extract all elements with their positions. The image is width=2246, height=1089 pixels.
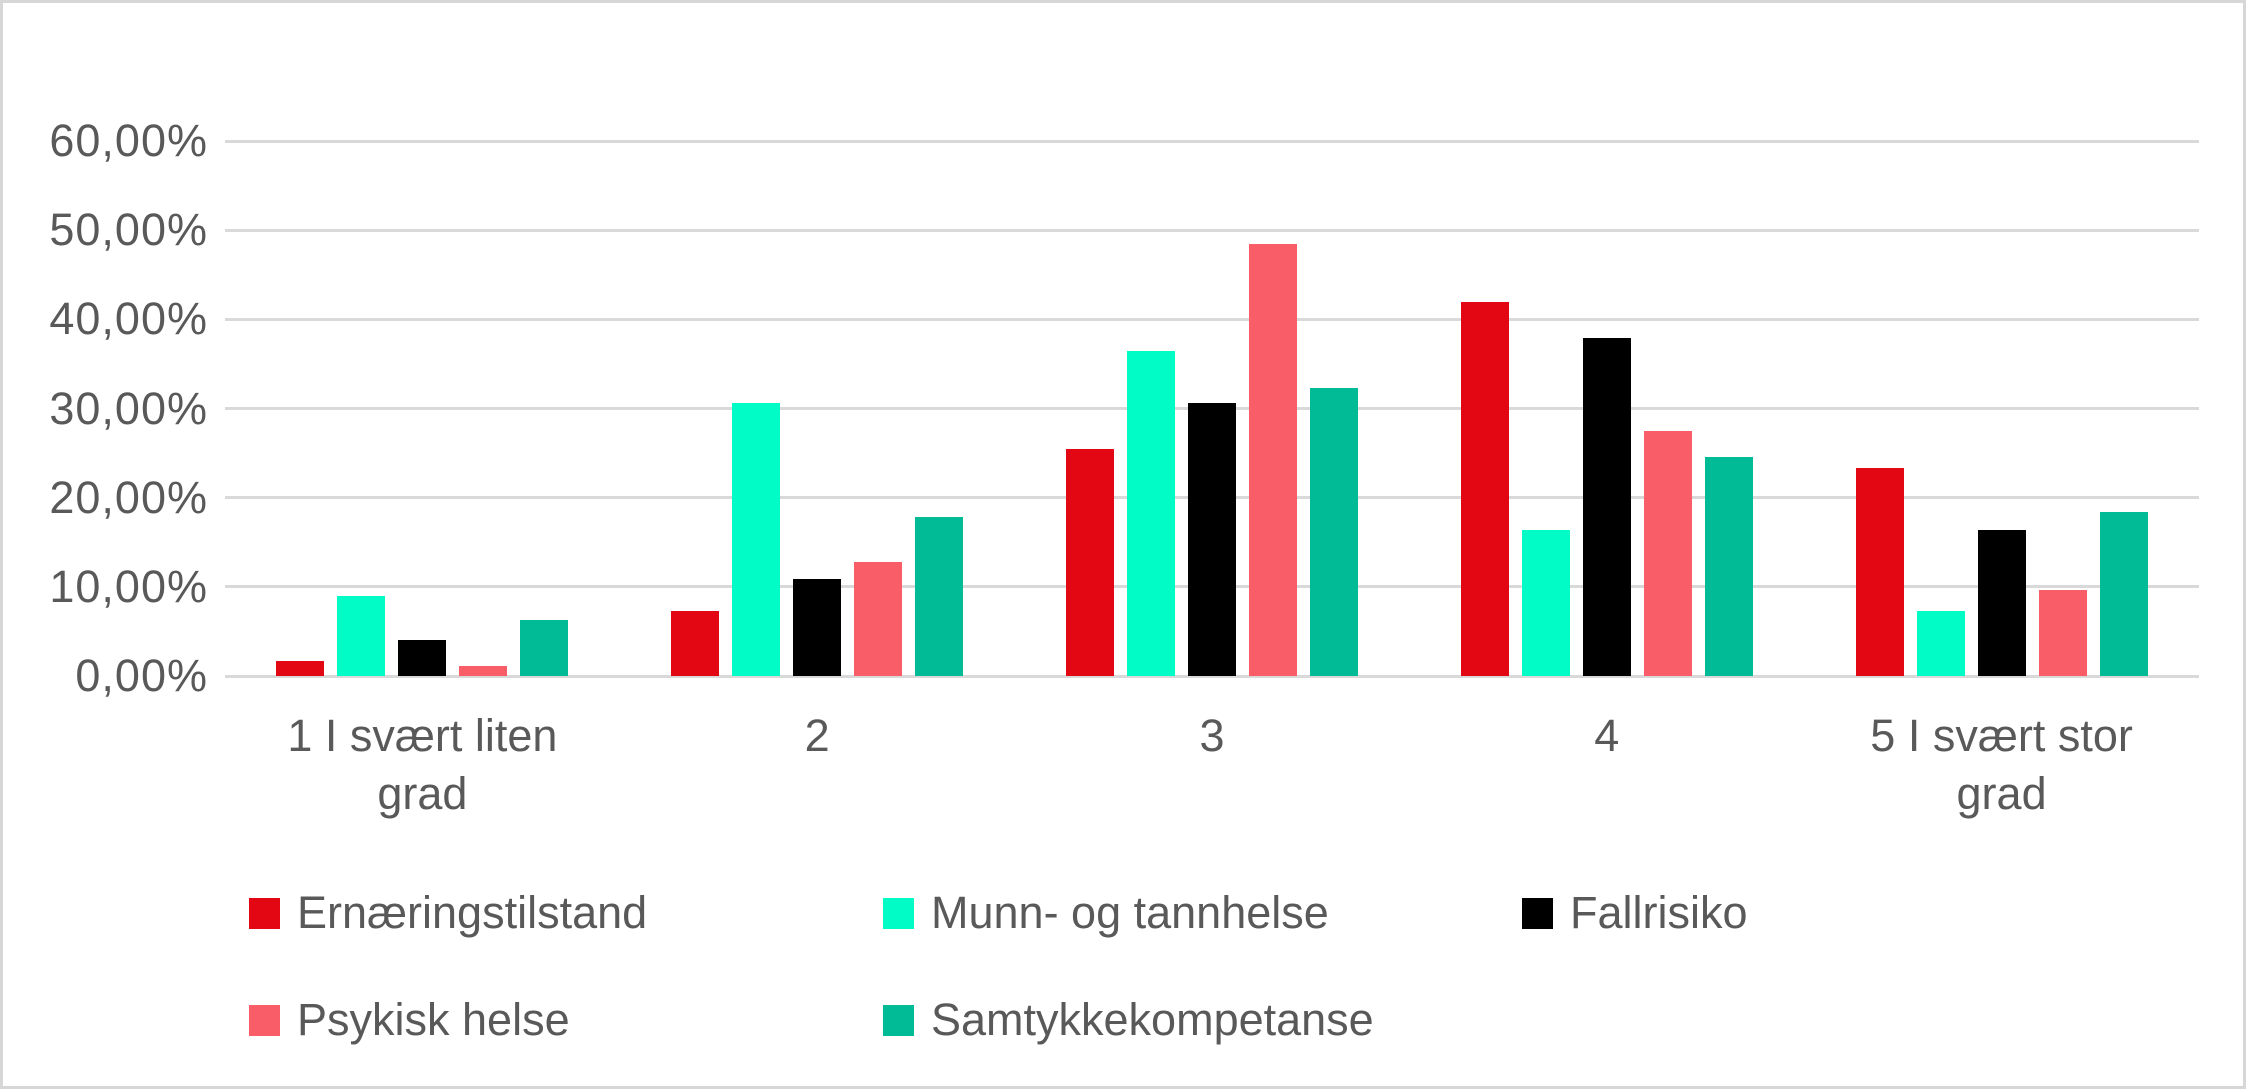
bar-fallrisiko-5: [1977, 529, 2026, 676]
x-category-label-3: 3: [1015, 707, 1410, 765]
legend-item-psykisk-helse: Psykisk helse: [249, 994, 883, 1046]
bar-munn-og-tannhelse-2: [732, 403, 781, 676]
x-category-label-text: 3: [1199, 710, 1225, 761]
x-axis-line: [225, 674, 2199, 678]
bar-group-4: [1409, 141, 1804, 676]
gridline: [225, 317, 2199, 321]
bar-psykisk-helse-2: [854, 561, 903, 676]
legend-item-ern-ringstilstand: Ernæringstilstand: [249, 887, 883, 939]
bar-munn-og-tannhelse-1: [337, 595, 386, 676]
bar-ern-ringstilstand-2: [671, 610, 720, 676]
bar-samtykkekompetanse-4: [1704, 456, 1753, 676]
legend-label: Samtykkekompetanse: [931, 994, 1374, 1045]
bar-ern-ringstilstand-4: [1460, 301, 1509, 676]
x-category-label-2: 2: [620, 707, 1015, 765]
x-category-label-text: 5 I svært stor grad: [1870, 710, 2133, 819]
legend-swatch-ern-ringstilstand: [249, 897, 280, 929]
gridline: [225, 139, 2199, 143]
y-tick-label: 60,00%: [49, 115, 208, 166]
legend-item-samtykkekompetanse: Samtykkekompetanse: [883, 994, 1522, 1046]
bar-samtykkekompetanse-2: [915, 517, 964, 676]
legend-swatch-psykisk-helse: [249, 1004, 280, 1036]
bar-samtykkekompetanse-3: [1309, 388, 1358, 676]
x-category-label-5: 5 I svært stor grad: [1804, 707, 2199, 822]
bar-psykisk-helse-5: [2038, 590, 2087, 676]
bar-ern-ringstilstand-5: [1855, 468, 1904, 676]
gridline: [225, 228, 2199, 232]
x-category-label-4: 4: [1409, 707, 1804, 765]
legend-item-fallrisiko: Fallrisiko: [1522, 887, 1748, 939]
x-category-label-text: 1 I svært liten grad: [287, 710, 558, 819]
legend: Ernæringstilstand Munn- og tannhelse Fallr…: [249, 887, 1748, 1046]
y-tick-label: 40,00%: [49, 293, 208, 345]
bar-samtykkekompetanse-5: [2099, 511, 2148, 676]
y-axis: 0,00% 10,00% 20,00% 30,00% 40,00% 50,00% 60,00…: [3, 3, 208, 1086]
bar-group-3: [1015, 141, 1410, 676]
x-category-label-text: 2: [804, 710, 830, 761]
bar-ern-ringstilstand-3: [1065, 448, 1114, 676]
y-tick-label: 10,00%: [49, 560, 208, 612]
y-tick-label: 0,00%: [75, 650, 208, 701]
bar-group-1: [225, 141, 620, 676]
legend-label: Ernæringstilstand: [297, 887, 648, 938]
bar-psykisk-helse-4: [1643, 430, 1692, 676]
bar-group-5: [1804, 141, 2199, 676]
bar-fallrisiko-2: [793, 578, 842, 676]
y-tick-label: 30,00%: [49, 382, 208, 434]
legend-swatch-samtykkekompetanse: [883, 1004, 914, 1036]
legend-swatch-munn-og-tannhelse: [883, 897, 914, 929]
legend-item-munn-og-tannhelse: Munn- og tannhelse: [883, 887, 1522, 939]
bar-munn-og-tannhelse-3: [1126, 351, 1175, 676]
legend-swatch-fallrisiko: [1522, 897, 1553, 929]
bar-psykisk-helse-1: [459, 666, 508, 676]
legend-label: Fallrisiko: [1570, 887, 1748, 938]
x-category-label-1: 1 I svært liten grad: [225, 707, 620, 822]
bar-psykisk-helse-3: [1248, 243, 1297, 676]
legend-label: Psykisk helse: [297, 994, 570, 1045]
y-tick-label: 20,00%: [49, 471, 208, 523]
bar-group-2: [620, 141, 1015, 676]
y-tick-label: 50,00%: [49, 204, 208, 256]
bar-fallrisiko-3: [1187, 403, 1236, 676]
bar-munn-og-tannhelse-4: [1521, 529, 1570, 676]
bar-fallrisiko-4: [1582, 338, 1631, 676]
bar-samtykkekompetanse-1: [520, 619, 569, 676]
bar-munn-og-tannhelse-5: [1916, 610, 1965, 676]
bar-fallrisiko-1: [398, 640, 447, 676]
bar-ern-ringstilstand-1: [276, 660, 325, 676]
plot-area: [225, 139, 2199, 678]
x-category-label-text: 4: [1594, 710, 1620, 761]
legend-label: Munn- og tannhelse: [931, 887, 1329, 938]
